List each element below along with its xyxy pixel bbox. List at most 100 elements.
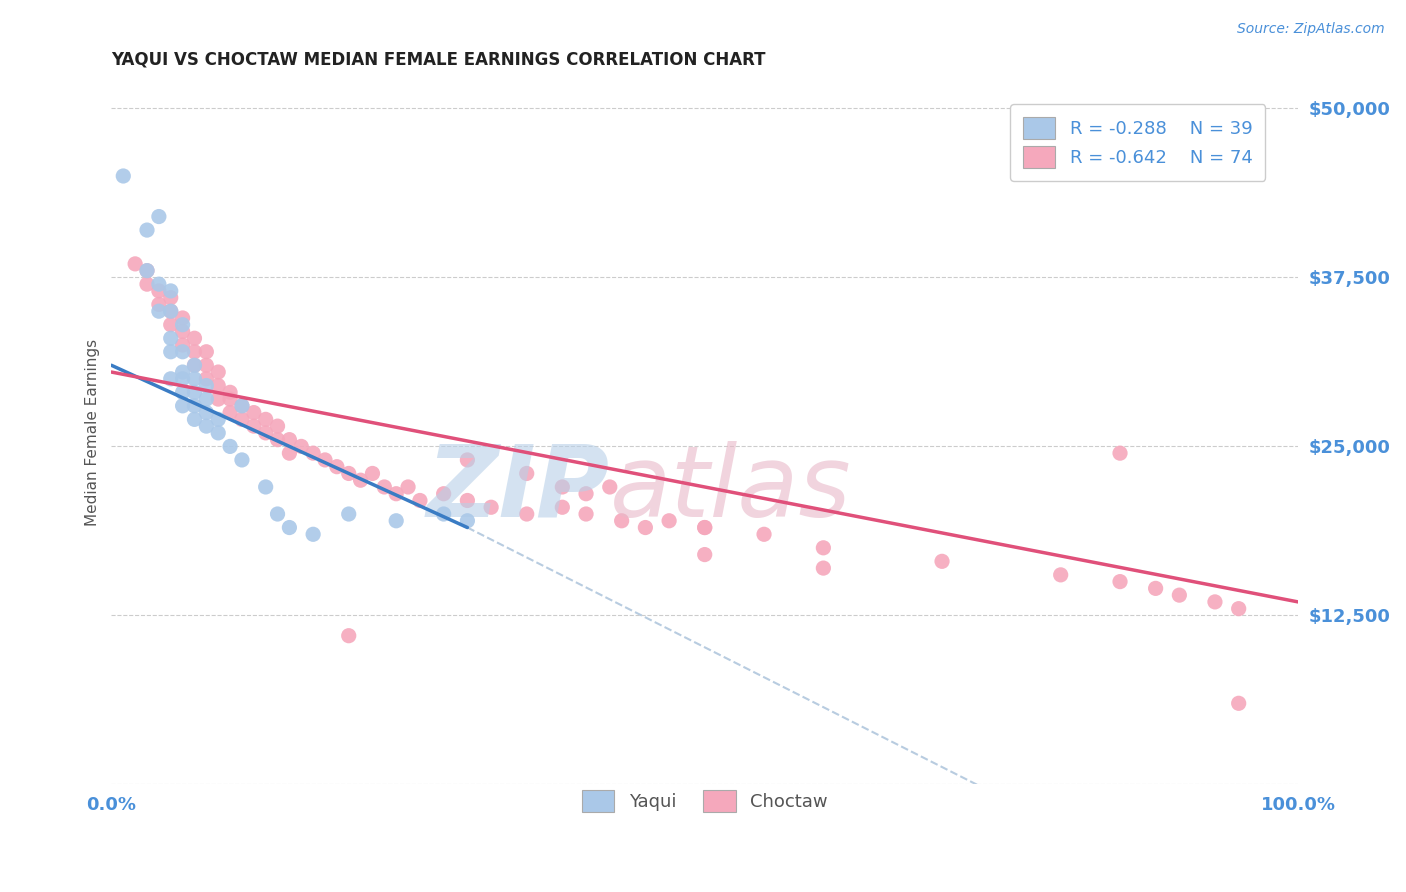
Point <box>159 372 181 386</box>
Point <box>634 520 657 534</box>
Point <box>813 561 835 575</box>
Point <box>231 453 253 467</box>
Point <box>195 344 218 359</box>
Text: ZIP: ZIP <box>427 441 610 538</box>
Legend: Yaqui, Choctaw: Yaqui, Choctaw <box>569 777 841 824</box>
Point <box>159 304 181 318</box>
Point <box>254 480 277 494</box>
Point <box>575 507 598 521</box>
Point <box>231 399 253 413</box>
Point <box>195 406 218 420</box>
Point <box>1109 446 1132 460</box>
Point <box>516 467 538 481</box>
Point <box>752 527 775 541</box>
Point <box>551 480 574 494</box>
Point <box>385 514 408 528</box>
Point <box>207 365 229 379</box>
Point <box>195 419 218 434</box>
Point <box>172 399 194 413</box>
Point <box>207 425 229 440</box>
Point <box>172 365 194 379</box>
Point <box>266 433 288 447</box>
Point <box>159 291 181 305</box>
Point <box>693 548 716 562</box>
Point <box>314 453 336 467</box>
Point <box>1144 582 1167 596</box>
Point <box>599 480 621 494</box>
Point <box>183 331 205 345</box>
Text: atlas: atlas <box>610 441 852 538</box>
Point <box>278 446 301 460</box>
Point <box>349 473 371 487</box>
Point <box>373 480 395 494</box>
Point <box>136 263 159 277</box>
Point <box>219 392 242 406</box>
Point <box>195 378 218 392</box>
Point <box>148 210 170 224</box>
Point <box>207 392 229 406</box>
Point <box>396 480 419 494</box>
Point <box>337 507 360 521</box>
Point <box>337 467 360 481</box>
Point <box>1227 696 1250 710</box>
Point <box>456 453 478 467</box>
Point <box>931 554 953 568</box>
Text: YAQUI VS CHOCTAW MEDIAN FEMALE EARNINGS CORRELATION CHART: YAQUI VS CHOCTAW MEDIAN FEMALE EARNINGS … <box>111 51 766 69</box>
Point <box>1109 574 1132 589</box>
Point <box>575 487 598 501</box>
Point <box>172 325 194 339</box>
Point <box>693 520 716 534</box>
Point <box>610 514 633 528</box>
Point <box>302 527 325 541</box>
Point <box>195 392 218 406</box>
Point <box>159 284 181 298</box>
Point <box>183 344 205 359</box>
Point <box>207 378 229 392</box>
Point <box>183 359 205 373</box>
Point <box>172 372 194 386</box>
Point <box>254 425 277 440</box>
Point <box>172 318 194 332</box>
Point <box>326 459 349 474</box>
Point <box>207 412 229 426</box>
Point <box>813 541 835 555</box>
Point <box>219 439 242 453</box>
Point <box>278 433 301 447</box>
Point <box>124 257 146 271</box>
Point <box>231 399 253 413</box>
Point <box>278 520 301 534</box>
Point <box>183 372 205 386</box>
Point <box>172 338 194 352</box>
Point <box>159 318 181 332</box>
Point <box>148 277 170 292</box>
Point <box>1204 595 1226 609</box>
Point <box>183 385 205 400</box>
Point <box>254 412 277 426</box>
Point <box>266 419 288 434</box>
Point <box>1049 567 1071 582</box>
Point <box>183 399 205 413</box>
Point <box>433 487 456 501</box>
Point <box>302 446 325 460</box>
Point <box>183 412 205 426</box>
Point <box>136 263 159 277</box>
Text: Source: ZipAtlas.com: Source: ZipAtlas.com <box>1237 22 1385 37</box>
Point <box>337 629 360 643</box>
Point <box>112 169 135 183</box>
Point <box>243 406 266 420</box>
Point <box>172 344 194 359</box>
Point <box>516 507 538 521</box>
Point <box>290 439 312 453</box>
Point <box>479 500 502 515</box>
Point <box>172 385 194 400</box>
Point <box>159 331 181 345</box>
Point <box>219 385 242 400</box>
Point <box>693 520 716 534</box>
Point <box>183 359 205 373</box>
Point <box>148 297 170 311</box>
Point <box>159 344 181 359</box>
Point <box>195 372 218 386</box>
Point <box>1227 601 1250 615</box>
Point <box>409 493 432 508</box>
Point <box>456 514 478 528</box>
